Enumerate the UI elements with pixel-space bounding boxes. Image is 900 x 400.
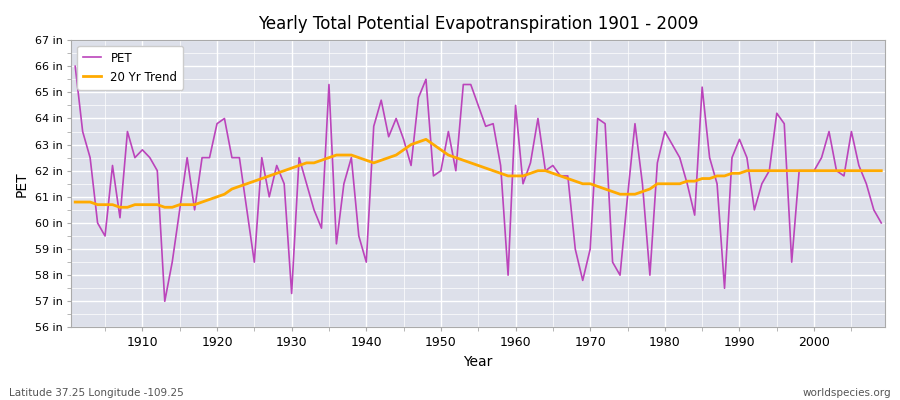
- PET: [876, 220, 886, 225]
- 20 Yr Trend: [137, 202, 148, 207]
- PET: [302, 181, 312, 186]
- Title: Yearly Total Potential Evapotranspiration 1901 - 2009: Yearly Total Potential Evapotranspiratio…: [258, 15, 698, 33]
- Text: worldspecies.org: worldspecies.org: [803, 388, 891, 398]
- PET: [608, 260, 618, 264]
- Line: 20 Yr Trend: 20 Yr Trend: [76, 139, 881, 207]
- PET: [518, 181, 528, 186]
- 20 Yr Trend: [302, 160, 312, 165]
- 20 Yr Trend: [518, 174, 528, 178]
- 20 Yr Trend: [70, 200, 81, 204]
- 20 Yr Trend: [615, 192, 626, 197]
- 20 Yr Trend: [876, 168, 886, 173]
- PET: [130, 155, 140, 160]
- Text: Latitude 37.25 Longitude -109.25: Latitude 37.25 Longitude -109.25: [9, 388, 184, 398]
- 20 Yr Trend: [420, 137, 431, 142]
- PET: [510, 103, 521, 108]
- 20 Yr Trend: [525, 171, 535, 176]
- Y-axis label: PET: PET: [15, 171, 29, 196]
- PET: [159, 299, 170, 304]
- PET: [346, 155, 356, 160]
- 20 Yr Trend: [114, 205, 125, 210]
- Legend: PET, 20 Yr Trend: PET, 20 Yr Trend: [77, 46, 184, 90]
- X-axis label: Year: Year: [464, 355, 493, 369]
- PET: [70, 64, 81, 69]
- Line: PET: PET: [76, 66, 881, 301]
- 20 Yr Trend: [346, 153, 356, 158]
